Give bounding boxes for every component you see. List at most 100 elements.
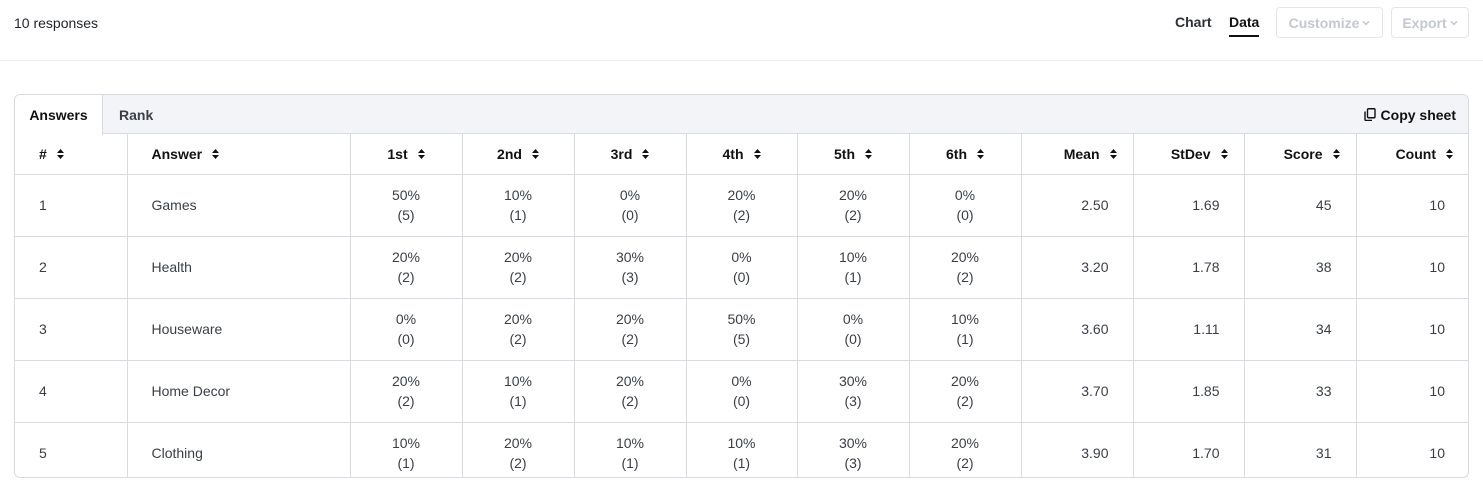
column-header-label: 3rd — [610, 145, 633, 162]
column-header[interactable]: 5th — [797, 134, 910, 175]
rank-cell: 20% (2) — [797, 174, 910, 237]
view-chart-toggle[interactable]: Chart — [1175, 14, 1212, 30]
rank-cell: 10% (1) — [909, 298, 1022, 361]
rank-cell: 0% (0) — [574, 174, 687, 237]
table-row: 4 Home Decor 20% (2) 10% (1) 20% (2) 0% (0) 30% (3)… — [15, 360, 1468, 423]
column-header[interactable]: Answer — [127, 134, 351, 175]
answer-cell: Health — [127, 236, 351, 299]
rank-count: (2) — [621, 331, 639, 347]
rank-count: (0) — [732, 393, 751, 409]
rank-cell: 20% (2) — [350, 360, 463, 423]
column-header-label: 2nd — [497, 145, 522, 162]
rank-percent: 0% — [619, 187, 641, 203]
rank-cell: 0% (0) — [686, 236, 798, 299]
column-header-label: Count — [1395, 145, 1436, 162]
column-header[interactable]: Mean — [1021, 134, 1134, 175]
rank-cell: 50% (5) — [686, 298, 798, 361]
rank-percent: 20% — [503, 435, 533, 451]
rank-percent: 20% — [503, 311, 533, 327]
sort-icon — [977, 148, 984, 159]
column-header-label: 1st — [387, 145, 408, 162]
row-number: 3 — [15, 298, 128, 361]
rank-count: (2) — [956, 393, 974, 409]
rank-cell: 20% (2) — [462, 422, 575, 477]
count-cell: 10 — [1356, 298, 1468, 361]
rank-cell: 20% (2) — [574, 298, 687, 361]
rank-count: (3) — [844, 455, 862, 471]
column-header-label: 6th — [946, 145, 967, 162]
count-cell: 10 — [1356, 422, 1468, 477]
rank-count: (3) — [844, 393, 862, 409]
count-cell: 10 — [1356, 360, 1468, 423]
rank-cell: 30% (3) — [574, 236, 687, 299]
rank-percent: 50% — [727, 311, 756, 327]
column-header-label: StDev — [1170, 145, 1211, 162]
rank-cell: 30% (3) — [797, 360, 910, 423]
count-cell: 10 — [1356, 236, 1468, 299]
stdev-cell: 1.78 — [1133, 236, 1245, 299]
answer-cell: Home Decor — [127, 360, 351, 423]
rank-count: (1) — [732, 455, 751, 471]
table-row: 3 Houseware 0% (0) 20% (2) 20% (2) 50% (5) 0% (0) 10… — [15, 298, 1468, 361]
column-header[interactable]: 3rd — [574, 134, 687, 175]
mean-cell: 3.20 — [1021, 236, 1134, 299]
rank-count: (1) — [621, 455, 639, 471]
export-button[interactable]: Export — [1391, 7, 1469, 38]
column-header[interactable]: # — [15, 134, 128, 175]
rank-percent: 20% — [950, 373, 980, 389]
table-row: 2 Health 20% (2) 20% (2) 30% (3) 0% (0) 10% (1) 20%(… — [15, 236, 1468, 299]
column-header-label: Mean — [1063, 145, 1100, 162]
sort-icon — [865, 148, 872, 159]
column-header[interactable]: 2nd — [462, 134, 575, 175]
copy-sheet-button[interactable]: Copy sheet — [1363, 95, 1456, 134]
rank-count: (2) — [397, 393, 415, 409]
rank-cell: 20% (2) — [909, 236, 1022, 299]
row-number: 5 — [15, 422, 128, 477]
rank-count: (2) — [509, 331, 527, 347]
rank-percent: 10% — [838, 249, 868, 265]
mean-cell: 3.70 — [1021, 360, 1134, 423]
rank-cell: 10% (1) — [462, 360, 575, 423]
sort-icon — [531, 148, 539, 159]
column-header-label: 5th — [834, 145, 855, 162]
rank-cell: 30% (3) — [797, 422, 910, 477]
rank-percent: 0% — [954, 187, 976, 203]
sort-icon — [417, 148, 425, 159]
rank-count: (2) — [621, 393, 639, 409]
customize-button[interactable]: Customize — [1276, 7, 1383, 38]
answer-cell: Houseware — [127, 298, 351, 361]
rank-cell: 20% (2) — [909, 360, 1022, 423]
rank-count: (0) — [844, 331, 862, 347]
mean-cell: 3.90 — [1021, 422, 1134, 477]
column-header[interactable]: StDev — [1133, 134, 1245, 175]
rank-count: (2) — [509, 455, 527, 471]
rank-cell: 20% (2) — [909, 422, 1022, 477]
column-header-label: Score — [1283, 145, 1323, 162]
view-data-toggle[interactable]: Data — [1229, 14, 1260, 37]
rank-percent: 10% — [950, 311, 980, 327]
rank-percent: 20% — [950, 435, 980, 451]
column-header[interactable]: Score — [1244, 134, 1357, 175]
rank-percent: 10% — [503, 187, 533, 203]
rank-percent: 50% — [391, 187, 421, 203]
rank-percent: 0% — [842, 311, 864, 327]
column-header[interactable]: Count — [1356, 134, 1468, 175]
tab-answers[interactable]: Answers — [15, 95, 103, 135]
rank-count: (2) — [732, 207, 751, 223]
sort-icon — [1220, 148, 1228, 159]
mean-cell: 3.60 — [1021, 298, 1134, 361]
rank-percent: 10% — [615, 435, 645, 451]
copy-sheet-label: Copy sheet — [1380, 106, 1456, 123]
table-row: 1 Games 50% (5) 10% (1) 0% (0) 20% (2) 20% (2) 0% (0)… — [15, 174, 1468, 237]
score-cell: 33 — [1244, 360, 1357, 423]
row-number: 1 — [15, 174, 128, 237]
stdev-cell: 1.11 — [1133, 298, 1245, 361]
rank-percent: 10% — [391, 435, 421, 451]
column-header[interactable]: 1st — [350, 134, 463, 175]
rank-count: (1) — [509, 393, 527, 409]
column-header[interactable]: 4th — [686, 134, 798, 175]
tab-rank[interactable]: Rank — [119, 106, 154, 123]
sort-icon — [1332, 148, 1340, 159]
column-header[interactable]: 6th — [909, 134, 1022, 175]
rank-percent: 0% — [731, 249, 752, 265]
